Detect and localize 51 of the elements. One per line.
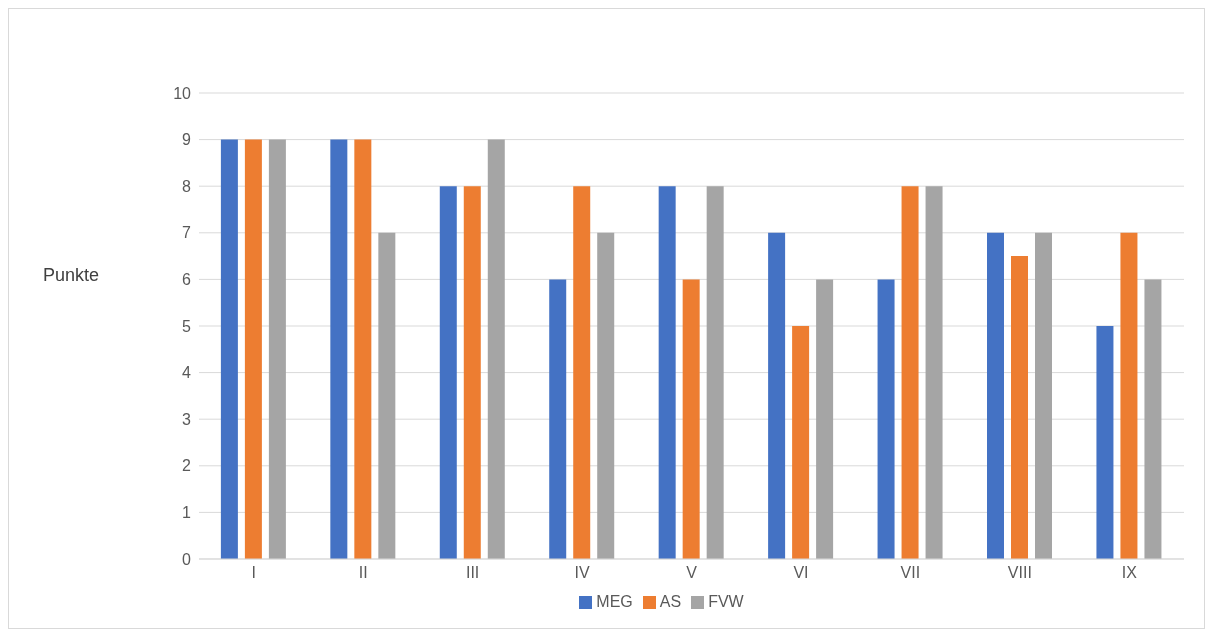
bar (987, 232, 1004, 559)
x-tick-label: IX (1121, 564, 1138, 582)
x-tick-label: III (465, 564, 480, 582)
legend-label: AS (659, 593, 682, 610)
bar (706, 186, 724, 559)
y-tick-label: 4 (182, 364, 192, 382)
y-tick-label: 10 (173, 84, 192, 102)
y-tick-label: 8 (182, 177, 192, 195)
y-tick-label: 2 (182, 457, 192, 475)
bar (877, 279, 895, 559)
bar (1035, 232, 1052, 559)
y-tick-label: 9 (182, 131, 192, 149)
bar (330, 139, 348, 559)
bar (792, 326, 810, 559)
x-tick-label: II (358, 564, 368, 582)
bar (354, 139, 372, 559)
bar (816, 279, 834, 559)
bar (597, 232, 615, 559)
bar (1011, 256, 1028, 559)
bar (378, 232, 396, 559)
bar (925, 186, 943, 559)
x-tick-label: VI (793, 564, 809, 582)
bar (463, 186, 481, 559)
bar (487, 139, 505, 559)
bar (244, 139, 262, 559)
x-tick-label: VIII (1007, 564, 1032, 582)
bar (658, 186, 676, 559)
bar (1096, 326, 1114, 559)
bar (682, 279, 700, 559)
y-tick-label: 5 (182, 317, 192, 335)
y-axis-title: Punkte (43, 265, 100, 286)
x-tick-label: VII (900, 564, 921, 582)
bar (901, 186, 919, 559)
bar (1144, 279, 1162, 559)
bar (549, 279, 567, 559)
bar (573, 186, 591, 559)
y-tick-label: 0 (182, 550, 192, 568)
legend-label: MEG (596, 593, 633, 610)
bar (220, 139, 238, 559)
x-tick-label: V (686, 564, 698, 582)
y-tick-label: 7 (182, 224, 192, 242)
bar (768, 232, 786, 559)
bar (268, 139, 286, 559)
x-tick-label: I (251, 564, 256, 582)
bar (439, 186, 457, 559)
legend-label: FVW (708, 593, 744, 610)
y-tick-label: 1 (182, 504, 192, 522)
y-tick-label: 3 (182, 410, 192, 428)
bar (1120, 232, 1138, 559)
y-tick-label: 6 (182, 271, 192, 289)
x-tick-label: IV (574, 564, 590, 582)
